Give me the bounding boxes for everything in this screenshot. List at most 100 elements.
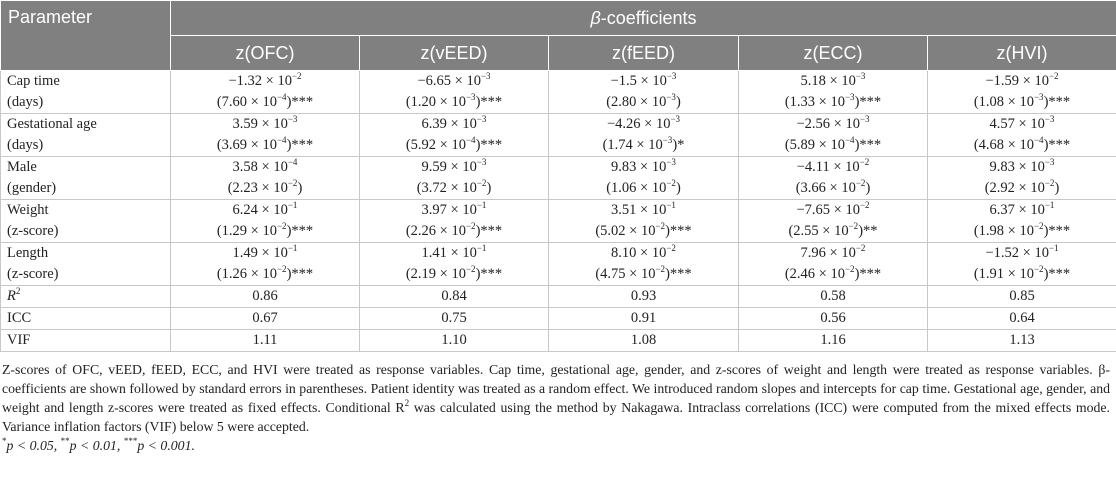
cell-line: 1.11 — [177, 330, 353, 351]
stars: * — [2, 436, 7, 446]
text: (1.29 × 10 — [216, 223, 277, 239]
table-cell: 3.59 × 10−3 (3.69 × 10−4)*** — [170, 113, 360, 157]
text: 0.91 — [630, 310, 657, 326]
cell-line: 8.10 × 10−2 — [555, 243, 732, 264]
text: 1.16 — [820, 332, 846, 348]
text: 9.83 × 10 — [989, 159, 1045, 175]
cell-line: (2.92 × 10−2) — [934, 178, 1110, 199]
superscript: −2 — [666, 243, 676, 253]
superscript: −3 — [476, 157, 487, 167]
superscript: −2 — [287, 178, 298, 188]
superscript: −2 — [1033, 264, 1044, 274]
results-table: Parameter β-coefficients z(OFC) z(vEED) z(… — [0, 0, 1116, 352]
column-header: z(HVI) — [927, 35, 1116, 71]
text: (1.91 × 10 — [973, 266, 1034, 282]
superscript: −2 — [465, 221, 476, 231]
cell-line: 6.39 × 10−3 — [366, 114, 542, 135]
cell-line: 0.75 — [366, 308, 542, 329]
text: )*** — [854, 266, 882, 282]
superscript: −3 — [1033, 92, 1044, 102]
cell-line: 1.41 × 10−1 — [366, 243, 542, 264]
label-line: (z-score) — [7, 264, 164, 285]
table-row: Male (gender) 3.58 × 10−4 (2.23 × 10−2) 9.59… — [0, 156, 1116, 200]
beta-symbol: β — [590, 7, 601, 28]
text: ) — [675, 180, 681, 196]
cell-line: (1.06 × 10−2) — [555, 178, 732, 199]
table-cell: −4.11 × 10−2 (3.66 × 10−2) — [738, 156, 928, 200]
table-cell: −1.52 × 10−1 (1.91 × 10−2)*** — [927, 242, 1116, 286]
column-header: z(ECC) — [738, 35, 928, 71]
cell-line: (1.91 × 10−2)*** — [934, 264, 1110, 285]
row-label: R2 — [0, 285, 171, 308]
text: (1.26 × 10 — [216, 266, 277, 282]
table-cell: −7.65 × 10−2 (2.55 × 10−2)** — [738, 199, 928, 243]
text: (z-score) — [7, 223, 59, 239]
text: Cap time — [7, 73, 60, 89]
cell-line: −1.32 × 10−2 — [177, 71, 353, 92]
text: −7.65 × 10 — [796, 202, 860, 218]
superscript: −2 — [655, 264, 666, 274]
cell-line: 3.58 × 10−4 — [177, 157, 353, 178]
text: −4.26 × 10 — [606, 116, 671, 132]
text: (3.72 × 10 — [416, 180, 477, 196]
table-cell: 0.85 — [927, 285, 1116, 308]
cell-line: (4.68 × 10−4)*** — [934, 135, 1110, 156]
text: )*** — [1043, 94, 1071, 110]
cell-line: −1.59 × 10−2 — [934, 71, 1110, 92]
column-header: z(OFC) — [170, 35, 360, 71]
superscript: −2 — [859, 157, 870, 167]
text: (2.26 × 10 — [405, 223, 466, 239]
table-row: Gestational age (days) 3.59 × 10−3 (3.69 × … — [0, 113, 1116, 157]
cell-line: 6.37 × 10−1 — [934, 200, 1110, 221]
table-cell: −6.65 × 10−3 (1.20 × 10−3)*** — [359, 70, 549, 114]
cell-line: 9.83 × 10−3 — [934, 157, 1110, 178]
text: )*** — [1043, 223, 1071, 239]
superscript: −2 — [465, 264, 476, 274]
row-label: Length (z-score) — [0, 242, 171, 286]
row-label: Weight (z-score) — [0, 199, 171, 243]
table-cell: −1.5 × 10−3 (2.80 × 10−3) — [548, 70, 739, 114]
text: (days) — [7, 137, 44, 153]
text: (2.23 × 10 — [227, 180, 288, 196]
cell-line: (5.02 × 10−2)*** — [555, 221, 732, 242]
label-line: Weight — [7, 200, 164, 221]
cell-line: (3.69 × 10−4)*** — [177, 135, 353, 156]
cell-line: (7.60 × 10−4)*** — [177, 92, 353, 113]
header-row: Parameter β-coefficients — [0, 0, 1116, 71]
superscript: −3 — [844, 92, 855, 102]
header-parameter: Parameter — [0, 0, 171, 71]
text: (5.92 × 10 — [405, 137, 466, 153]
text: 7.96 × 10 — [800, 245, 856, 261]
cell-line: (1.26 × 10−2)*** — [177, 264, 353, 285]
text: )*** — [286, 266, 314, 282]
cell-line: (4.75 × 10−2)*** — [555, 264, 732, 285]
table-cell: 5.18 × 10−3 (1.33 × 10−3)*** — [738, 70, 928, 114]
table-cell: 6.39 × 10−3 (5.92 × 10−4)*** — [359, 113, 549, 157]
text: )*** — [1043, 266, 1071, 282]
cell-line: (2.80 × 10−3) — [555, 92, 732, 113]
row-label: Gestational age (days) — [0, 113, 171, 157]
cell-line: 6.24 × 10−1 — [177, 200, 353, 221]
stars: *** — [123, 436, 138, 446]
superscript: 2 — [15, 286, 21, 296]
cell-line: 0.93 — [555, 286, 732, 307]
text: ) — [486, 180, 492, 196]
text: (4.75 × 10 — [595, 266, 656, 282]
cell-line: (5.92 × 10−4)*** — [366, 135, 542, 156]
table-cell: 0.84 — [359, 285, 549, 308]
text: )** — [858, 223, 878, 239]
cell-line: 1.08 — [555, 330, 732, 351]
text: (2.46 × 10 — [784, 266, 845, 282]
text: Male — [7, 159, 37, 175]
row-label: VIF — [0, 329, 171, 352]
cell-line: (2.26 × 10−2)*** — [366, 221, 542, 242]
cell-line: (3.72 × 10−2) — [366, 178, 542, 199]
superscript: −4 — [465, 135, 476, 145]
table-cell: 7.96 × 10−2 (2.46 × 10−2)*** — [738, 242, 928, 286]
cell-line: 1.13 — [934, 330, 1110, 351]
cell-line: −2.56 × 10−3 — [745, 114, 921, 135]
text: (1.74 × 10 — [602, 137, 663, 153]
p-threshold: p < 0.05, — [6, 438, 61, 453]
table-row: ICC 0.67 0.75 0.91 0.56 0.64 — [0, 307, 1116, 330]
cell-line: 3.97 × 10−1 — [366, 200, 542, 221]
